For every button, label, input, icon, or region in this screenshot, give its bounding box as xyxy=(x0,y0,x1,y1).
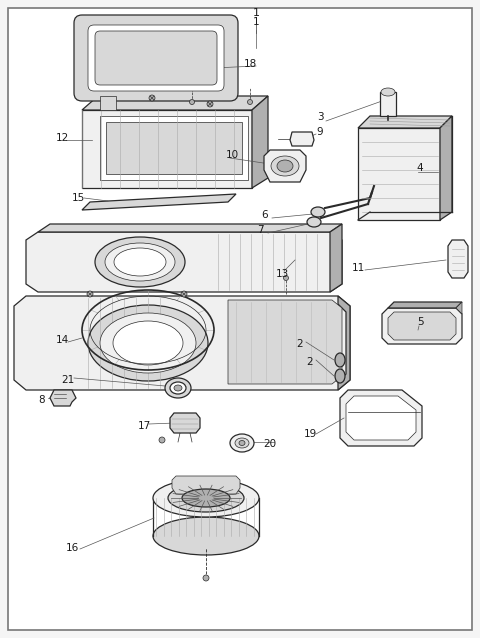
Text: 7: 7 xyxy=(257,225,264,235)
Ellipse shape xyxy=(230,434,254,452)
Text: 6: 6 xyxy=(262,210,268,220)
Ellipse shape xyxy=(114,248,166,276)
Ellipse shape xyxy=(153,479,259,517)
Ellipse shape xyxy=(277,160,293,172)
Text: 8: 8 xyxy=(39,395,45,405)
Ellipse shape xyxy=(105,243,175,281)
Text: 21: 21 xyxy=(61,375,74,385)
Ellipse shape xyxy=(174,385,182,391)
Ellipse shape xyxy=(311,207,325,217)
Text: 16: 16 xyxy=(65,543,79,553)
FancyBboxPatch shape xyxy=(88,25,224,91)
Text: 18: 18 xyxy=(243,59,257,69)
Text: 14: 14 xyxy=(55,335,69,345)
Polygon shape xyxy=(82,96,268,110)
Polygon shape xyxy=(172,476,240,494)
Text: 17: 17 xyxy=(137,421,151,431)
Polygon shape xyxy=(106,122,242,174)
Polygon shape xyxy=(440,116,452,220)
Polygon shape xyxy=(382,308,462,344)
Text: 1: 1 xyxy=(252,17,259,27)
Polygon shape xyxy=(38,224,342,232)
Polygon shape xyxy=(388,302,462,308)
Ellipse shape xyxy=(153,517,259,555)
Polygon shape xyxy=(82,110,252,188)
Ellipse shape xyxy=(165,378,191,398)
Text: 10: 10 xyxy=(226,150,239,160)
Ellipse shape xyxy=(100,313,196,373)
Ellipse shape xyxy=(95,237,185,287)
Ellipse shape xyxy=(190,100,194,105)
Ellipse shape xyxy=(149,95,155,101)
Text: 20: 20 xyxy=(264,439,276,449)
Polygon shape xyxy=(290,132,314,146)
Polygon shape xyxy=(340,390,422,446)
Text: 11: 11 xyxy=(351,263,365,273)
Ellipse shape xyxy=(159,437,165,443)
Ellipse shape xyxy=(381,88,395,96)
Ellipse shape xyxy=(335,353,345,367)
Polygon shape xyxy=(358,116,452,128)
Ellipse shape xyxy=(335,369,345,383)
Ellipse shape xyxy=(168,484,244,512)
Text: 3: 3 xyxy=(317,112,324,122)
Ellipse shape xyxy=(207,101,213,107)
Text: 1: 1 xyxy=(252,8,260,18)
Polygon shape xyxy=(82,194,236,210)
Text: 2: 2 xyxy=(307,357,313,367)
Text: 5: 5 xyxy=(418,317,424,327)
Text: 13: 13 xyxy=(276,269,288,279)
Polygon shape xyxy=(100,116,248,180)
Polygon shape xyxy=(228,300,342,384)
Ellipse shape xyxy=(113,321,183,365)
Bar xyxy=(380,92,396,116)
Polygon shape xyxy=(358,128,440,220)
Text: 19: 19 xyxy=(303,429,317,439)
Text: 12: 12 xyxy=(55,133,69,143)
Polygon shape xyxy=(26,232,342,292)
Polygon shape xyxy=(252,96,268,188)
Polygon shape xyxy=(170,413,200,433)
Ellipse shape xyxy=(203,575,209,581)
Ellipse shape xyxy=(235,438,249,448)
Ellipse shape xyxy=(88,305,208,381)
Polygon shape xyxy=(388,312,456,340)
Polygon shape xyxy=(330,224,342,292)
Polygon shape xyxy=(264,150,306,182)
Ellipse shape xyxy=(170,382,186,394)
Polygon shape xyxy=(448,240,468,278)
Ellipse shape xyxy=(248,100,252,105)
Ellipse shape xyxy=(284,276,288,281)
Ellipse shape xyxy=(271,156,299,176)
FancyBboxPatch shape xyxy=(74,15,238,101)
Polygon shape xyxy=(456,302,462,314)
FancyBboxPatch shape xyxy=(95,31,217,85)
Text: 9: 9 xyxy=(317,127,324,137)
Text: 15: 15 xyxy=(72,193,84,203)
Text: 4: 4 xyxy=(417,163,423,173)
Polygon shape xyxy=(50,390,76,406)
Ellipse shape xyxy=(182,489,230,507)
Ellipse shape xyxy=(181,291,187,297)
Polygon shape xyxy=(338,296,350,390)
Polygon shape xyxy=(346,396,416,440)
Ellipse shape xyxy=(87,291,93,297)
Text: 2: 2 xyxy=(297,339,303,349)
Ellipse shape xyxy=(239,440,245,445)
Polygon shape xyxy=(100,96,116,110)
Ellipse shape xyxy=(307,217,321,227)
Polygon shape xyxy=(14,296,350,390)
